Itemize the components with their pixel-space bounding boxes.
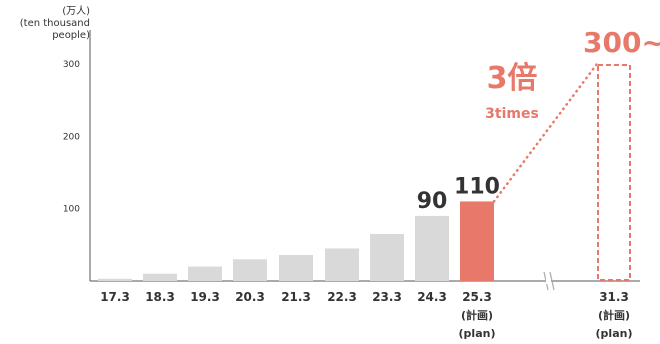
axis-break-mark xyxy=(549,271,555,291)
multiplier-label-en: 3times xyxy=(485,106,539,122)
growth-dotted-line xyxy=(492,62,599,203)
unit-label-ja: (万人) xyxy=(62,6,90,17)
x-tick-label: 17.3 xyxy=(100,290,130,304)
unit-label: (万人) (ten thousand people) xyxy=(4,6,90,42)
data-label: 90 xyxy=(417,189,448,214)
bar xyxy=(415,215,449,281)
x-tick-sublabel: (plan) xyxy=(596,327,633,340)
x-tick-sublabel: (plan) xyxy=(459,327,496,340)
axis-break-gap xyxy=(546,278,551,284)
bar-plan-dashed xyxy=(597,64,631,281)
unit-label-en-1: (ten thousand xyxy=(19,18,90,29)
data-label: 110 xyxy=(454,174,500,199)
x-tick-sublabel: (計画) xyxy=(598,308,630,322)
x-tick-label: 31.3 xyxy=(599,290,629,304)
y-tick-label: 200 xyxy=(63,132,80,142)
bar xyxy=(460,201,494,281)
bar xyxy=(370,233,404,281)
x-tick-label: 25.3 xyxy=(462,290,492,304)
bar xyxy=(325,248,359,281)
x-tick-label: 18.3 xyxy=(145,290,175,304)
x-tick-label: 20.3 xyxy=(235,290,265,304)
x-tick-label: 22.3 xyxy=(327,290,357,304)
x-tick-label: 24.3 xyxy=(417,290,447,304)
x-tick-label: 21.3 xyxy=(281,290,311,304)
x-tick-sublabel: (計画) xyxy=(461,308,493,322)
bar xyxy=(188,266,222,281)
unit-label-en-2: people) xyxy=(52,30,90,41)
x-tick-label: 23.3 xyxy=(372,290,402,304)
y-tick-label: 300 xyxy=(63,60,80,70)
bar xyxy=(98,278,132,281)
multiplier-label: 3倍 xyxy=(487,61,538,96)
x-tick-label: 19.3 xyxy=(190,290,220,304)
bar xyxy=(143,273,177,281)
data-label: 300~ xyxy=(583,26,660,59)
bar xyxy=(233,259,267,281)
bar xyxy=(279,254,313,281)
y-tick-label: 100 xyxy=(63,205,80,215)
